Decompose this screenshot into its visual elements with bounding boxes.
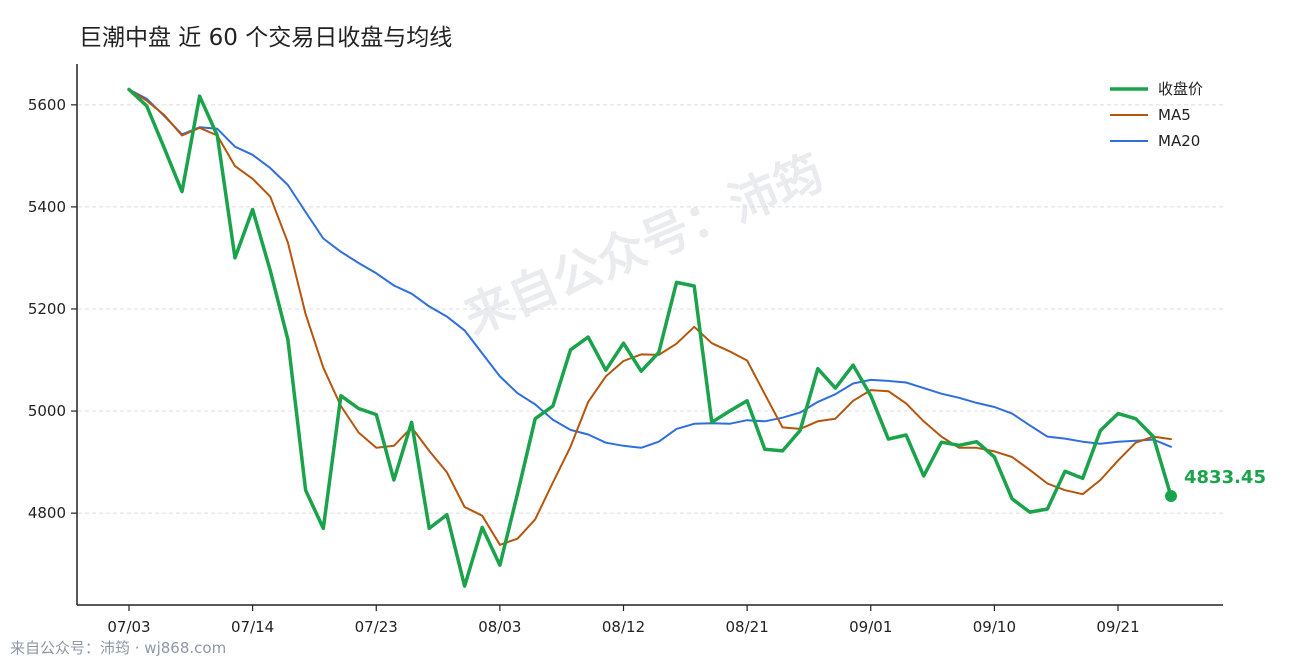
legend-label-2: MA20 xyxy=(1158,132,1200,150)
ma5-line xyxy=(128,88,1172,546)
series-lines xyxy=(127,87,1173,588)
footer-source: 来自公众号：沛筠 · wj868.com xyxy=(10,639,226,657)
y-axis-ticks: 4800 5000 5200 5400 5600 xyxy=(28,96,77,522)
x-tick-label-07/23: 07/23 xyxy=(355,618,398,636)
x-tick-label-09/01: 09/01 xyxy=(849,618,892,636)
legend-label-0: 收盘价 xyxy=(1158,80,1203,98)
x-tick-label-09/10: 09/10 xyxy=(973,618,1016,636)
watermark-text: 来自公众号：沛筠 xyxy=(456,144,831,346)
legend: 收盘价 MA5 MA20 xyxy=(1110,80,1203,150)
legend-label-1: MA5 xyxy=(1158,106,1191,124)
ma20-line xyxy=(128,88,1172,449)
y-tick-label-5200: 5200 xyxy=(28,300,66,318)
x-tick-label-08/21: 08/21 xyxy=(726,618,769,636)
x-tick-label-08/03: 08/03 xyxy=(478,618,521,636)
y-tick-label-4800: 4800 xyxy=(28,504,66,522)
y-tick-label-5000: 5000 xyxy=(28,402,66,420)
close-price-line xyxy=(127,87,1173,588)
x-tick-label-09/21: 09/21 xyxy=(1096,618,1139,636)
y-tick-label-5400: 5400 xyxy=(28,198,66,216)
grid-lines xyxy=(78,104,1223,514)
chart-title: 巨潮中盘 近 60 个交易日收盘与均线 xyxy=(79,25,452,51)
x-tick-label-08/12: 08/12 xyxy=(602,618,645,636)
x-tick-label-07/03: 07/03 xyxy=(107,618,150,636)
y-tick-label-5600: 5600 xyxy=(28,96,66,114)
last-close-marker xyxy=(1165,490,1177,503)
x-axis-ticks: 07/03 07/14 07/23 08/03 08/12 08/21 09/01 09/10… xyxy=(107,605,1140,636)
x-tick-label-07/14: 07/14 xyxy=(231,618,274,636)
last-close-label: 4833.45 xyxy=(1184,467,1266,488)
